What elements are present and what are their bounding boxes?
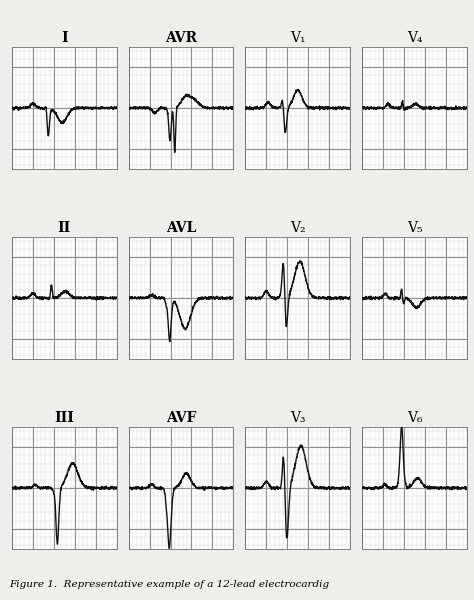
Text: V₁: V₁ [290,31,305,44]
Text: Figure 1.  Representative example of a 12-lead electrocardig: Figure 1. Representative example of a 12… [9,580,329,589]
Text: V₃: V₃ [290,410,305,425]
Text: AVR: AVR [165,31,197,44]
Text: I: I [61,31,68,44]
Text: III: III [55,410,74,425]
Text: AVF: AVF [166,410,196,425]
Text: AVL: AVL [166,221,196,235]
Text: V₆: V₆ [407,410,422,425]
Text: V₅: V₅ [407,221,422,235]
Text: II: II [58,221,71,235]
Text: V₄: V₄ [407,31,422,44]
Text: V₂: V₂ [290,221,306,235]
